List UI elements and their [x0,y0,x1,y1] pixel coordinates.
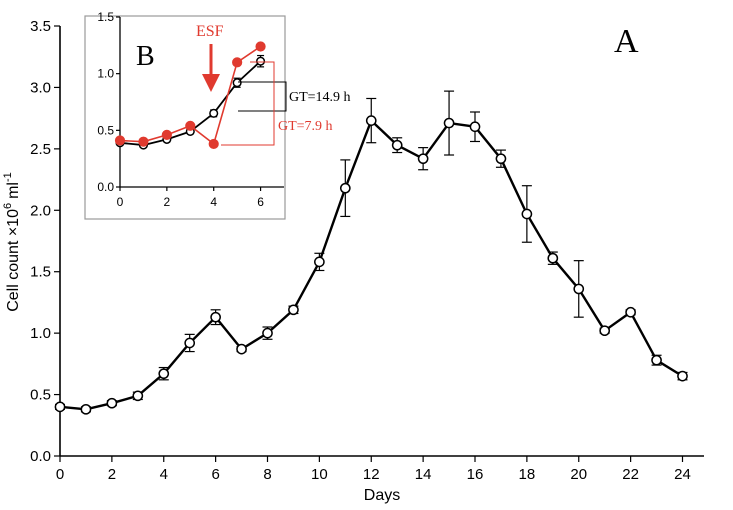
y-tick-label: 2.5 [30,141,51,158]
inset-y-tick-label: 1.5 [97,10,114,24]
inset-red-point [161,129,172,140]
inset-x-tick-label: 2 [164,195,171,209]
inset-y-tick-label: 0.0 [97,180,114,194]
inset-red-point [138,136,149,147]
y-tick-label: 0.5 [30,387,51,404]
data-point [210,311,221,323]
esf-label: ESF [196,23,224,40]
data-point [677,370,688,382]
y-axis-title-exp: 6 [2,203,14,209]
data-point [417,153,429,165]
gt-black-bracket [238,81,287,112]
inset-x-ticks: 0 2 4 6 [117,187,264,209]
y-axis-title: Cell count ×106 ml-1 [2,172,22,312]
x-tick-label: 22 [622,466,639,483]
data-point [80,403,92,415]
inset-frame [84,15,286,220]
data-point [625,306,636,318]
y-tick-label: 1.0 [30,325,51,342]
x-tick-label: 8 [263,466,271,483]
y-axis-title-main: Cell count ×10 [5,209,22,312]
main-series [54,90,688,415]
gt-red-bracket [221,61,275,146]
main-axes [59,26,704,457]
inset-red-point [232,57,243,68]
inset-black-point [209,108,219,118]
data-point [469,121,481,133]
data-point [495,153,507,165]
inset-y-ticks: 0.0 0.5 1.0 1.5 [97,10,120,194]
inset-x-tick-label: 0 [117,195,124,209]
data-point [521,208,533,220]
inset-x-tick-label: 6 [257,195,264,209]
x-ticks: 0 2 4 6 8 10 12 14 16 18 20 22 24 [56,456,691,483]
data-point [158,368,170,380]
data-point [443,117,455,129]
y-tick-label: 0.0 [30,448,51,465]
inset-red-point [208,138,219,150]
x-tick-label: 2 [108,466,116,483]
data-point [365,115,377,126]
data-point [391,139,403,151]
x-tick-label: 0 [56,466,64,483]
data-point [599,325,611,337]
data-point [339,182,351,194]
x-axis-title: Days [364,487,400,504]
data-point [54,401,66,413]
gt-black-label: GT=14.9 h [289,90,351,105]
inset-black-point [256,56,266,66]
y-tick-label: 3.0 [30,79,51,96]
inset-red-series [114,41,266,150]
panel-a-label: A [614,23,639,60]
x-tick-label: 20 [570,466,587,483]
inset-y-tick-label: 0.5 [97,123,114,137]
y-tick-label: 3.5 [30,18,51,35]
data-point [236,343,247,355]
y-tick-label: 1.5 [30,264,51,281]
inset-red-point [255,41,266,52]
data-point [288,304,299,316]
y-ticks: 0.0 0.5 1.0 1.5 2.0 2.5 3.0 3.5 [30,18,60,465]
data-point [106,397,118,409]
inset-black-point [232,78,242,88]
y-axis-title-unit-exp: -1 [2,172,14,182]
panel-b-label: B [136,41,155,72]
y-tick-label: 2.0 [30,202,51,219]
inset-x-tick-label: 4 [210,195,217,209]
x-tick-label: 10 [311,466,328,483]
inset-red-point [185,120,196,131]
x-tick-label: 16 [467,466,484,483]
x-tick-label: 14 [415,466,432,483]
data-point [184,337,196,349]
x-tick-label: 6 [211,466,219,483]
data-point [651,354,662,366]
inset-red-point [114,135,126,146]
x-tick-label: 24 [674,466,691,483]
esf-arrow-head [202,74,220,92]
data-point [573,283,585,295]
inset-y-tick-label: 1.0 [97,67,114,81]
data-point [547,252,559,264]
x-tick-label: 12 [363,466,380,483]
data-point [132,390,144,402]
data-point [314,256,325,268]
data-point [262,327,273,339]
x-tick-label: 4 [160,466,168,483]
inset-panel-b: 0 2 4 6 0.0 0.5 1.0 1.5 B ESF GT=14.9 h GT=7.9… [84,10,351,220]
x-tick-label: 18 [519,466,536,483]
y-axis-title-unit: ml [5,182,22,199]
gt-red-label: GT=7.9 h [278,119,333,134]
